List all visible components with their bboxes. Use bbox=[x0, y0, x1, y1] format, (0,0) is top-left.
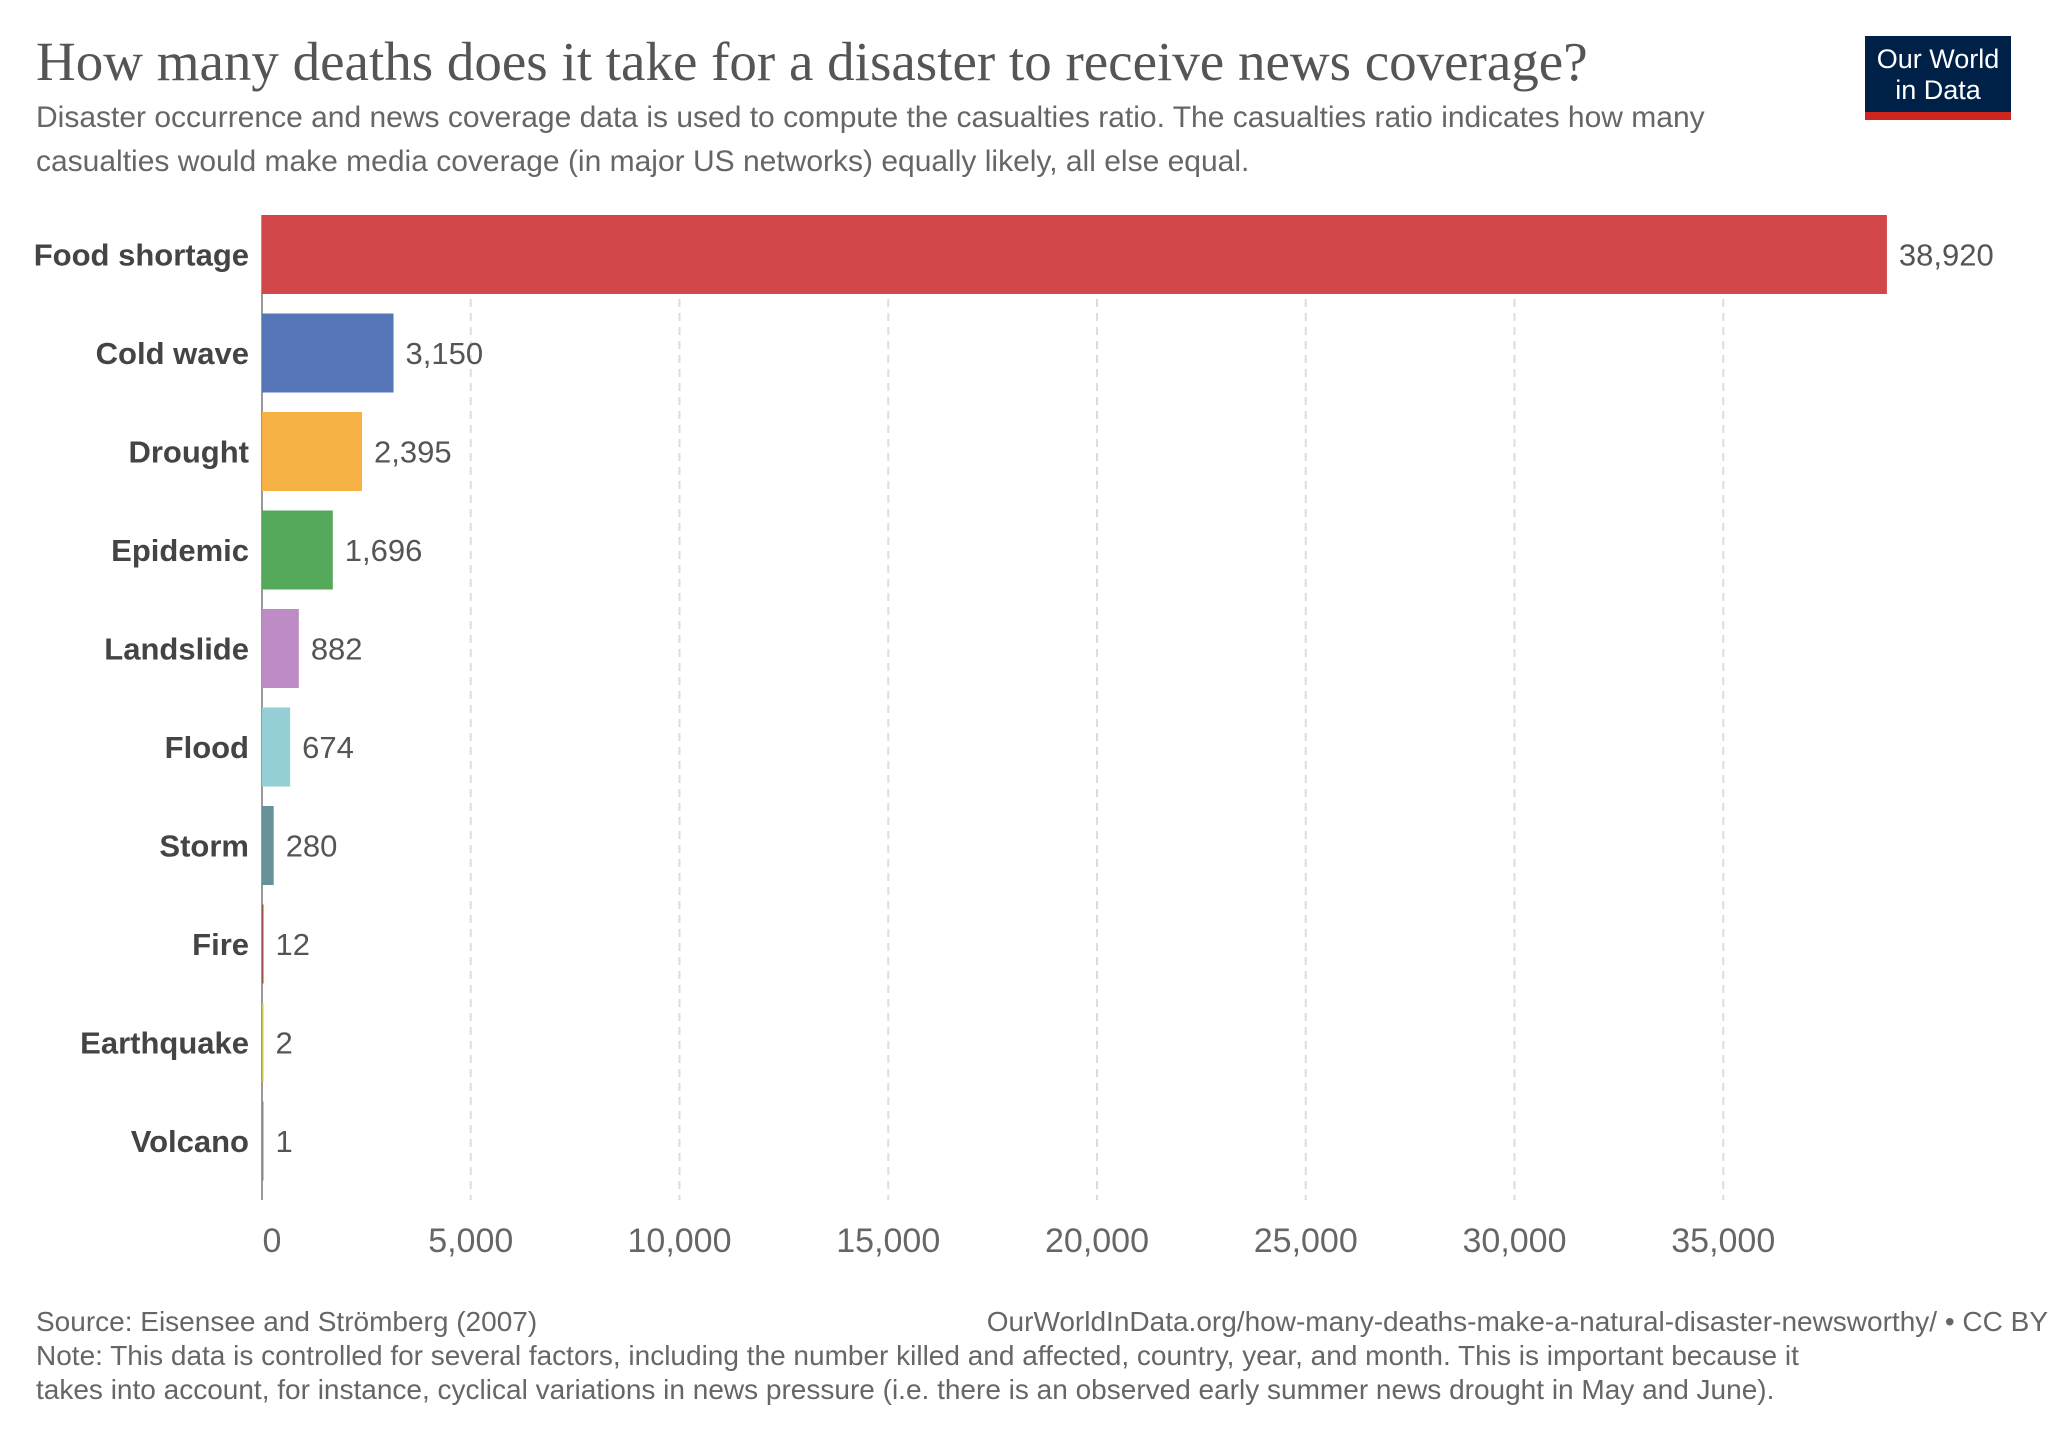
value-label: 674 bbox=[302, 730, 354, 765]
category-label: Storm bbox=[159, 829, 249, 864]
category-label: Cold wave bbox=[96, 336, 249, 371]
labels: 0 5,000 10,000 15,000 20,000 25,000 30,000 35,0… bbox=[34, 238, 1994, 1261]
bar[interactable] bbox=[262, 313, 394, 393]
value-label: 2 bbox=[276, 1026, 293, 1061]
bar[interactable] bbox=[262, 1003, 264, 1082]
source-url[interactable]: OurWorldInData.org/how-many-deaths-make-… bbox=[986, 1306, 2048, 1337]
category-label: Landslide bbox=[104, 632, 249, 667]
source-text: Source: Eisensee and Strömberg (2007) bbox=[36, 1306, 538, 1337]
note-line-2: takes into account, for instance, cyclic… bbox=[36, 1374, 1775, 1405]
bar[interactable] bbox=[262, 510, 333, 590]
value-label: 280 bbox=[286, 829, 338, 864]
x-tick-label: 30,000 bbox=[1463, 1222, 1567, 1260]
value-label: 882 bbox=[311, 632, 363, 667]
x-tick-label: 15,000 bbox=[836, 1222, 940, 1260]
value-label: 38,920 bbox=[1899, 238, 1994, 273]
logo-line-2: in Data bbox=[1895, 75, 1981, 105]
value-label: 1,696 bbox=[345, 533, 423, 568]
chart-subtitle: Disaster occurrence and news coverage da… bbox=[36, 101, 1705, 178]
bar[interactable] bbox=[262, 806, 274, 885]
chart-title: How many deaths does it take for a disas… bbox=[36, 31, 1588, 92]
x-tick-label: 10,000 bbox=[628, 1222, 732, 1260]
bar[interactable] bbox=[262, 412, 362, 491]
category-label: Flood bbox=[165, 730, 249, 765]
note-line-1: Note: This data is controlled for severa… bbox=[36, 1340, 1799, 1371]
category-label: Drought bbox=[128, 435, 249, 470]
bar[interactable] bbox=[262, 904, 264, 984]
bar-chart: 0 5,000 10,000 15,000 20,000 25,000 30,000 35,0… bbox=[34, 215, 1994, 1261]
category-label: Epidemic bbox=[111, 533, 249, 568]
bar[interactable] bbox=[262, 1101, 264, 1181]
x-tick-label: 5,000 bbox=[428, 1222, 513, 1260]
category-label: Volcano bbox=[131, 1124, 249, 1159]
bar[interactable] bbox=[262, 707, 291, 787]
bars bbox=[262, 215, 1887, 1181]
category-label: Fire bbox=[192, 927, 249, 962]
logo-line-1: Our World bbox=[1876, 44, 2000, 74]
category-label: Food shortage bbox=[34, 238, 249, 273]
x-tick-label: 25,000 bbox=[1254, 1222, 1358, 1260]
owid-logo[interactable]: Our World in Data bbox=[1865, 36, 2011, 120]
value-label: 12 bbox=[276, 927, 310, 962]
value-label: 2,395 bbox=[374, 435, 452, 470]
category-label: Earthquake bbox=[80, 1026, 249, 1061]
value-label: 3,150 bbox=[406, 336, 484, 371]
bar[interactable] bbox=[262, 215, 1887, 294]
bar[interactable] bbox=[262, 609, 299, 688]
x-tick-label: 35,000 bbox=[1671, 1222, 1775, 1260]
value-label: 1 bbox=[276, 1124, 293, 1159]
x-tick-label: 0 bbox=[263, 1222, 282, 1260]
x-tick-label: 20,000 bbox=[1045, 1222, 1149, 1260]
